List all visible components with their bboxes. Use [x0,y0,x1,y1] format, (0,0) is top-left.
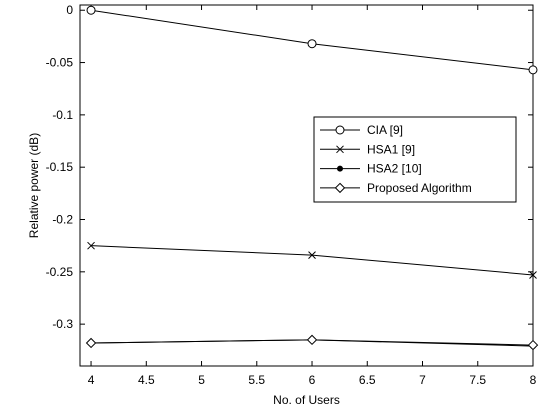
legend-marker [335,125,345,135]
legend-marker [337,165,343,172]
x-tick-label: 6.5 [359,373,376,387]
x-tick-label: 5 [198,373,205,387]
series-group [85,5,539,351]
y-tick-label: 0 [66,3,73,17]
legend-label: CIA [9] [367,123,403,137]
legend-label: HSA2 [10] [367,162,422,176]
y-tick-label: -0.05 [46,56,74,70]
y-tick-label: -0.2 [52,213,73,227]
data-point [528,65,538,75]
x-tick-label: 4 [88,373,95,387]
legend-marker [334,182,346,194]
x-tick-label: 6 [309,373,316,387]
data-point [306,334,318,346]
series-2 [87,241,537,279]
data-point [87,241,95,250]
legend-label: HSA1 [9] [367,142,415,156]
x-tick-label: 8 [530,373,537,387]
data-point [307,39,317,49]
series-4 [85,334,539,351]
data-point [308,251,316,259]
y-tick-label: -0.1 [52,108,73,122]
data-point [529,271,537,279]
axis-ticks: 4 4.5 5 5.5 6 6.5 7 7.5 8 0 -0.05 -0.1 -0.15 -0.2 -0.2… [46,3,537,387]
legend-label: Proposed Algorithm [367,181,472,195]
x-tick-label: 7.5 [469,373,486,387]
legend: CIA [9] HSA1 [9] HSA2 [10] Proposed Algorit… [313,116,517,203]
x-tick-label: 5.5 [248,373,265,387]
data-point [85,337,97,349]
x-tick-label: 4.5 [138,373,155,387]
y-axis-label: Relative power (dB) [27,133,41,238]
y-tick-label: -0.25 [46,265,74,279]
series-1 [86,5,538,75]
data-point [86,5,96,15]
x-axis-label: No. of Users [273,393,340,407]
y-tick-label: -0.3 [52,317,73,331]
data-point [527,339,539,351]
y-tick-label: -0.15 [46,160,74,174]
legend-marker [336,145,344,154]
x-tick-label: 7 [419,373,426,387]
